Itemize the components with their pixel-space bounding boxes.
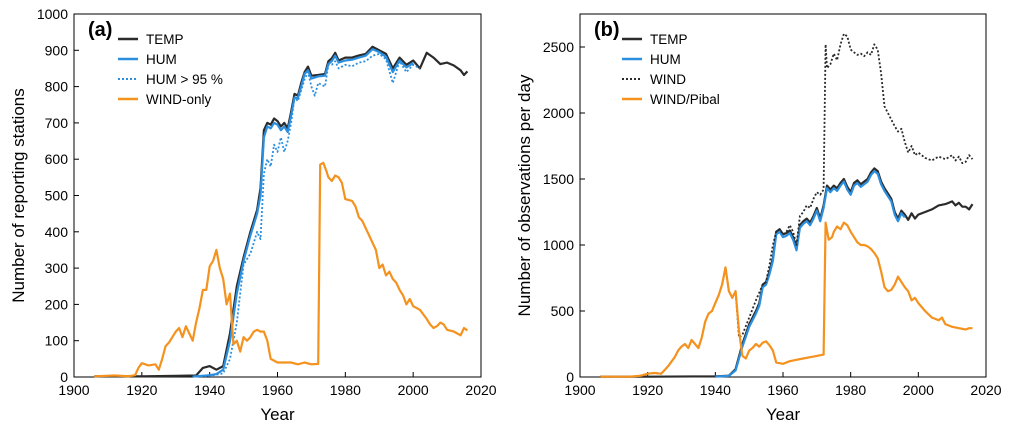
x-tick-label: 1980 [835,382,866,398]
x-tick-label: 1920 [632,382,663,398]
series-line-hum-95 [192,53,421,378]
x-tick-label: 1920 [126,382,157,398]
series-line-hum [192,48,414,378]
x-tick-label: 1960 [262,382,293,398]
y-tick-label: 400 [45,224,69,240]
x-tick-label: 2000 [903,382,934,398]
y-tick-label: 700 [45,115,69,131]
legend-label: HUM [650,52,681,67]
y-tick-label: 2000 [543,105,574,121]
panel-label: (a) [88,19,112,41]
y-tick-label: 500 [45,188,69,204]
legend-label: HUM > 95 % [146,72,223,87]
y-tick-label: 300 [45,260,69,276]
y-tick-label: 0 [60,369,68,385]
x-tick-label: 1940 [700,382,731,398]
x-tick-label: 1900 [564,382,595,398]
x-tick-label: 1900 [58,382,89,398]
legend-label: TEMP [146,32,184,47]
legend-label: WIND/Pibal [650,92,720,107]
x-tick-label: 2020 [465,382,496,398]
y-axis-title: Number of reporting stations [9,88,28,303]
y-tick-label: 2500 [543,39,574,55]
legend-label: HUM [146,52,177,67]
x-axis-title: Year [260,405,295,424]
y-tick-label: 600 [45,151,69,167]
chart-panel-a: 1900 1920 1940 1960 1980 2000 2020 0 100 200 300 40… [9,6,497,424]
y-tick-label: 500 [551,303,575,319]
legend-label: WIND [650,72,686,87]
x-tick-label: 2000 [398,382,429,398]
series-line-wind-only [94,161,469,378]
x-tick-label: 1960 [767,382,798,398]
legend-label: TEMP [650,32,688,47]
y-tick-label: 900 [45,42,69,58]
series-line-temp [600,167,974,378]
y-tick-label: 1000 [543,237,574,253]
x-tick-label: 1980 [330,382,361,398]
y-axis-title: Number of observations per day [515,74,534,316]
y-tick-label: 200 [45,296,69,312]
y-tick-label: 800 [45,79,69,95]
legend: TEMP HUM HUM > 95 % WIND-only [118,32,223,107]
plot-frame [579,13,987,378]
y-tick-label: 100 [45,333,69,349]
x-axis-title: Year [766,405,801,424]
y-tick-label: 0 [566,369,574,385]
x-tick-label: 2020 [970,382,1001,398]
x-tick-label: 1940 [194,382,225,398]
series-line-hum [715,170,906,378]
panel-label: (b) [594,19,620,41]
y-tick-label: 1500 [543,171,574,187]
series-line-wind-pibal [600,221,973,378]
legend-label: WIND-only [146,92,212,107]
chart-panel-b: 1900 1920 1940 1960 1980 2000 2020 0 500 1000 1500… [515,13,1002,424]
legend: TEMP HUM WIND WIND/Pibal [622,32,720,107]
y-tick-label: 1000 [37,6,68,22]
